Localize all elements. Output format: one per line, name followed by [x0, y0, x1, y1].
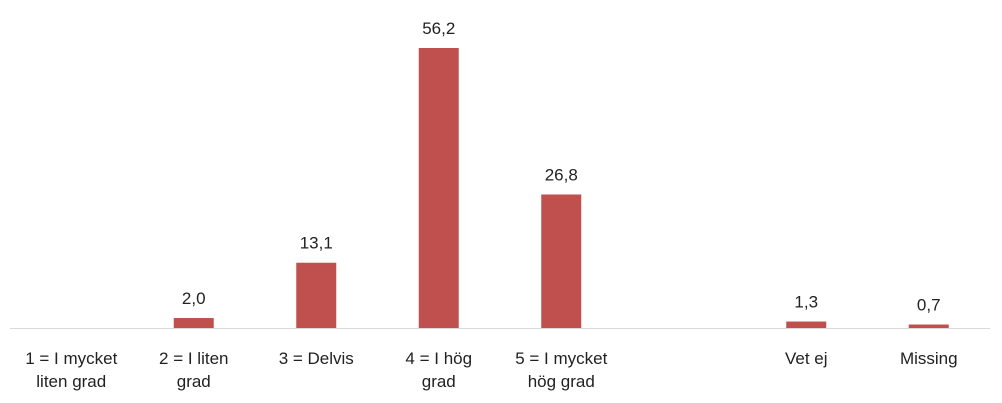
value-label-6: 1,3: [794, 293, 818, 312]
category-label-0-line-1: liten grad: [36, 372, 106, 391]
category-label-7-line-0: Missing: [900, 349, 958, 368]
value-label-1: 2,0: [182, 289, 206, 308]
bar-1: [173, 318, 214, 328]
bar-7: [908, 324, 949, 328]
category-label-1-line-1: grad: [177, 372, 211, 391]
category-label-4-line-1: hög grad: [528, 372, 595, 391]
bar-6: [786, 321, 827, 328]
value-label-3: 56,2: [422, 19, 455, 38]
value-label-2: 13,1: [300, 234, 333, 253]
category-label-4-line-0: 5 = I mycket: [515, 349, 607, 368]
category-label-3-line-1: grad: [422, 372, 456, 391]
value-label-7: 0,7: [917, 296, 941, 315]
bar-2: [296, 262, 337, 328]
bar-3: [418, 48, 459, 328]
value-label-4: 26,8: [545, 165, 578, 184]
category-label-0-line-0: 1 = I mycket: [25, 349, 117, 368]
category-label-2-line-0: 3 = Delvis: [279, 349, 354, 368]
category-label-6-line-0: Vet ej: [785, 349, 828, 368]
category-label-1-line-0: 2 = I liten: [159, 349, 228, 368]
bar-4: [541, 194, 582, 328]
category-label-3-line-0: 4 = I hög: [405, 349, 472, 368]
